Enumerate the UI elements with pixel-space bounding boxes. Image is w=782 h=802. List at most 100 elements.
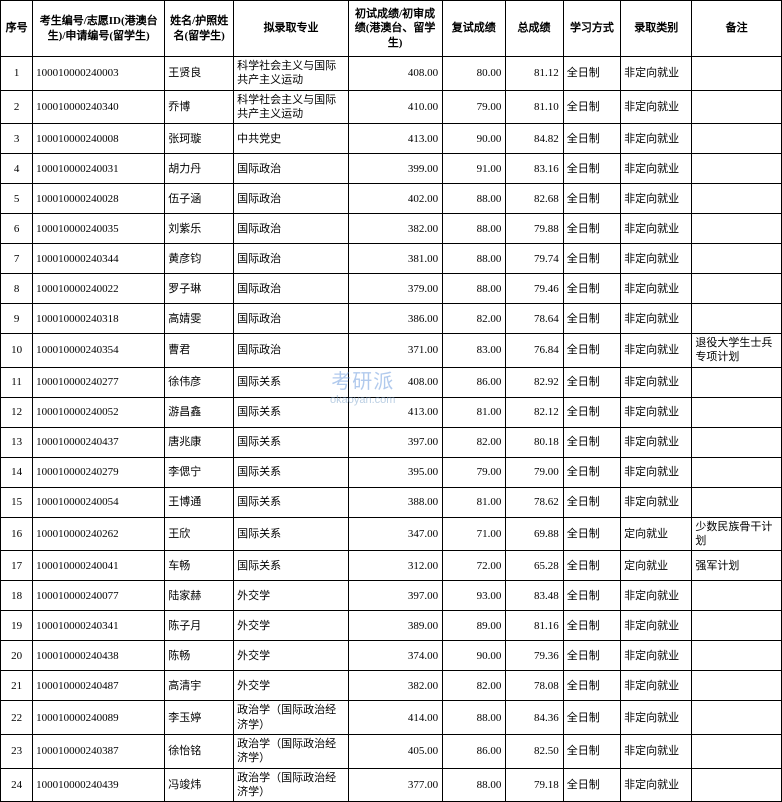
cell-name: 罗子琳 bbox=[165, 274, 234, 304]
cell-score3: 78.64 bbox=[506, 304, 563, 334]
table-row: 22100010000240089李玉婷政治学（国际政治经济学）414.0088… bbox=[1, 701, 782, 735]
cell-major: 科学社会主义与国际共产主义运动 bbox=[234, 90, 349, 124]
cell-score3: 78.08 bbox=[506, 671, 563, 701]
cell-study: 全日制 bbox=[563, 124, 620, 154]
cell-score2: 88.00 bbox=[443, 701, 506, 735]
table-row: 7100010000240344黄彦钧国际政治381.0088.0079.74全… bbox=[1, 244, 782, 274]
cell-id: 100010000240031 bbox=[33, 154, 165, 184]
cell-type: 非定向就业 bbox=[621, 734, 692, 768]
cell-seq: 23 bbox=[1, 734, 33, 768]
cell-remark bbox=[692, 244, 782, 274]
cell-study: 全日制 bbox=[563, 397, 620, 427]
cell-name: 伍子涵 bbox=[165, 184, 234, 214]
cell-name: 李偲宁 bbox=[165, 457, 234, 487]
cell-seq: 7 bbox=[1, 244, 33, 274]
cell-id: 100010000240262 bbox=[33, 517, 165, 551]
cell-remark bbox=[692, 90, 782, 124]
cell-major: 国际关系 bbox=[234, 551, 349, 581]
cell-id: 100010000240089 bbox=[33, 701, 165, 735]
cell-remark bbox=[692, 487, 782, 517]
cell-study: 全日制 bbox=[563, 517, 620, 551]
table-row: 1100010000240003王贤良科学社会主义与国际共产主义运动408.00… bbox=[1, 57, 782, 91]
cell-major: 政治学（国际政治经济学） bbox=[234, 701, 349, 735]
cell-remark bbox=[692, 397, 782, 427]
cell-score3: 78.62 bbox=[506, 487, 563, 517]
cell-major: 国际关系 bbox=[234, 487, 349, 517]
cell-type: 非定向就业 bbox=[621, 641, 692, 671]
cell-type: 定向就业 bbox=[621, 551, 692, 581]
cell-seq: 19 bbox=[1, 611, 33, 641]
cell-remark bbox=[692, 367, 782, 397]
cell-type: 非定向就业 bbox=[621, 581, 692, 611]
cell-major: 外交学 bbox=[234, 671, 349, 701]
cell-score2: 90.00 bbox=[443, 641, 506, 671]
cell-score2: 90.00 bbox=[443, 124, 506, 154]
cell-major: 外交学 bbox=[234, 641, 349, 671]
cell-seq: 8 bbox=[1, 274, 33, 304]
cell-seq: 13 bbox=[1, 427, 33, 457]
cell-id: 100010000240052 bbox=[33, 397, 165, 427]
cell-name: 李玉婷 bbox=[165, 701, 234, 735]
cell-remark bbox=[692, 304, 782, 334]
cell-major: 国际关系 bbox=[234, 367, 349, 397]
cell-study: 全日制 bbox=[563, 57, 620, 91]
cell-type: 非定向就业 bbox=[621, 487, 692, 517]
cell-study: 全日制 bbox=[563, 641, 620, 671]
header-study: 学习方式 bbox=[563, 1, 620, 57]
cell-score1: 374.00 bbox=[348, 641, 442, 671]
cell-score2: 86.00 bbox=[443, 734, 506, 768]
cell-seq: 6 bbox=[1, 214, 33, 244]
cell-major: 外交学 bbox=[234, 611, 349, 641]
table-row: 18100010000240077陆家赫外交学397.0093.0083.48全… bbox=[1, 581, 782, 611]
cell-name: 王欣 bbox=[165, 517, 234, 551]
cell-score2: 86.00 bbox=[443, 367, 506, 397]
cell-type: 非定向就业 bbox=[621, 397, 692, 427]
header-score1: 初试成绩/初审成绩(港澳台、留学生) bbox=[348, 1, 442, 57]
cell-study: 全日制 bbox=[563, 487, 620, 517]
cell-score2: 88.00 bbox=[443, 244, 506, 274]
cell-type: 非定向就业 bbox=[621, 457, 692, 487]
cell-id: 100010000240318 bbox=[33, 304, 165, 334]
cell-name: 陈畅 bbox=[165, 641, 234, 671]
cell-score1: 399.00 bbox=[348, 154, 442, 184]
cell-major: 国际政治 bbox=[234, 304, 349, 334]
cell-name: 游昌鑫 bbox=[165, 397, 234, 427]
cell-remark bbox=[692, 457, 782, 487]
cell-score3: 84.36 bbox=[506, 701, 563, 735]
cell-score2: 80.00 bbox=[443, 57, 506, 91]
cell-type: 非定向就业 bbox=[621, 611, 692, 641]
cell-score3: 82.68 bbox=[506, 184, 563, 214]
header-remark: 备注 bbox=[692, 1, 782, 57]
header-name: 姓名/护照姓名(留学生) bbox=[165, 1, 234, 57]
cell-id: 100010000240022 bbox=[33, 274, 165, 304]
cell-score3: 82.50 bbox=[506, 734, 563, 768]
table-row: 14100010000240279李偲宁国际关系395.0079.0079.00… bbox=[1, 457, 782, 487]
cell-score2: 88.00 bbox=[443, 184, 506, 214]
table-row: 2100010000240340乔博科学社会主义与国际共产主义运动410.007… bbox=[1, 90, 782, 124]
cell-type: 非定向就业 bbox=[621, 671, 692, 701]
cell-score3: 84.82 bbox=[506, 124, 563, 154]
cell-type: 非定向就业 bbox=[621, 768, 692, 802]
cell-score1: 312.00 bbox=[348, 551, 442, 581]
cell-name: 王贤良 bbox=[165, 57, 234, 91]
cell-score1: 395.00 bbox=[348, 457, 442, 487]
cell-score3: 79.74 bbox=[506, 244, 563, 274]
cell-score1: 405.00 bbox=[348, 734, 442, 768]
cell-score2: 82.00 bbox=[443, 427, 506, 457]
cell-seq: 16 bbox=[1, 517, 33, 551]
cell-type: 非定向就业 bbox=[621, 90, 692, 124]
cell-id: 100010000240354 bbox=[33, 334, 165, 368]
cell-remark: 少数民族骨干计划 bbox=[692, 517, 782, 551]
cell-remark bbox=[692, 154, 782, 184]
cell-seq: 15 bbox=[1, 487, 33, 517]
cell-score2: 88.00 bbox=[443, 768, 506, 802]
cell-score1: 382.00 bbox=[348, 214, 442, 244]
cell-score2: 88.00 bbox=[443, 274, 506, 304]
cell-score3: 79.00 bbox=[506, 457, 563, 487]
cell-score2: 88.00 bbox=[443, 214, 506, 244]
cell-id: 100010000240341 bbox=[33, 611, 165, 641]
table-row: 20100010000240438陈畅外交学374.0090.0079.36全日… bbox=[1, 641, 782, 671]
cell-seq: 3 bbox=[1, 124, 33, 154]
table-row: 17100010000240041车畅国际关系312.0072.0065.28全… bbox=[1, 551, 782, 581]
table-row: 8100010000240022罗子琳国际政治379.0088.0079.46全… bbox=[1, 274, 782, 304]
